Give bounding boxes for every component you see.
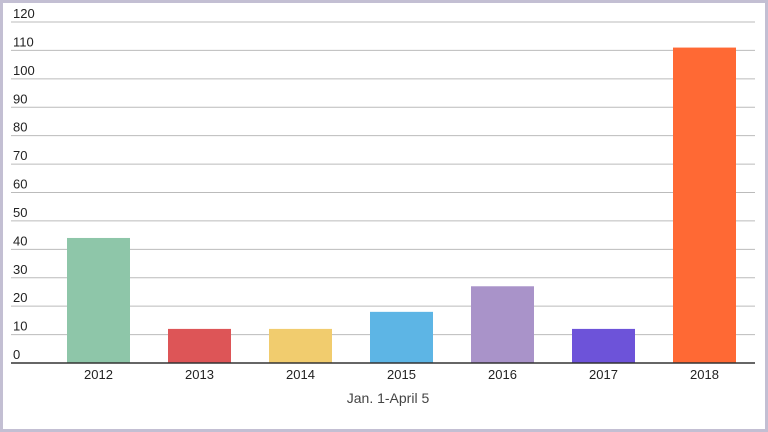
x-tick-label: 2013 — [185, 367, 214, 382]
bar-2012 — [67, 237, 130, 363]
bar-2016 — [471, 286, 534, 363]
gridlines — [11, 21, 755, 336]
y-tick-label: 20 — [13, 290, 27, 305]
y-tick-label: 50 — [13, 205, 27, 220]
chart-frame: 0 10 20 30 40 50 60 70 80 90 100 110 120 2012 2013 201… — [3, 3, 765, 429]
y-tick-label: 70 — [13, 148, 27, 163]
y-tick-label: 60 — [13, 177, 27, 192]
bar-2013 — [168, 328, 231, 363]
y-axis-ticks: 0 10 20 30 40 50 60 70 80 90 100 110 120 — [13, 6, 35, 362]
x-tick-label: 2016 — [488, 367, 517, 382]
x-tick-label: 2012 — [84, 367, 113, 382]
x-tick-label: 2015 — [387, 367, 416, 382]
y-tick-label: 40 — [13, 233, 27, 248]
x-tick-label: 2018 — [690, 367, 719, 382]
bar-2014 — [269, 328, 332, 363]
y-tick-label: 0 — [13, 347, 20, 362]
x-axis-title: Jan. 1-April 5 — [347, 390, 430, 406]
bars — [67, 47, 736, 363]
x-tick-label: 2014 — [286, 367, 315, 382]
x-axis-ticks: 2012 2013 2014 2015 2016 2017 2018 — [84, 367, 719, 382]
y-tick-label: 120 — [13, 6, 35, 21]
bar-2018 — [673, 47, 736, 363]
y-tick-label: 30 — [13, 262, 27, 277]
x-tick-label: 2017 — [589, 367, 618, 382]
y-tick-label: 10 — [13, 319, 27, 334]
bar-2017 — [572, 328, 635, 363]
y-tick-label: 90 — [13, 91, 27, 106]
bar-2015 — [370, 311, 433, 363]
y-tick-label: 110 — [13, 34, 34, 49]
y-tick-label: 80 — [13, 120, 27, 135]
y-tick-label: 100 — [13, 63, 35, 78]
